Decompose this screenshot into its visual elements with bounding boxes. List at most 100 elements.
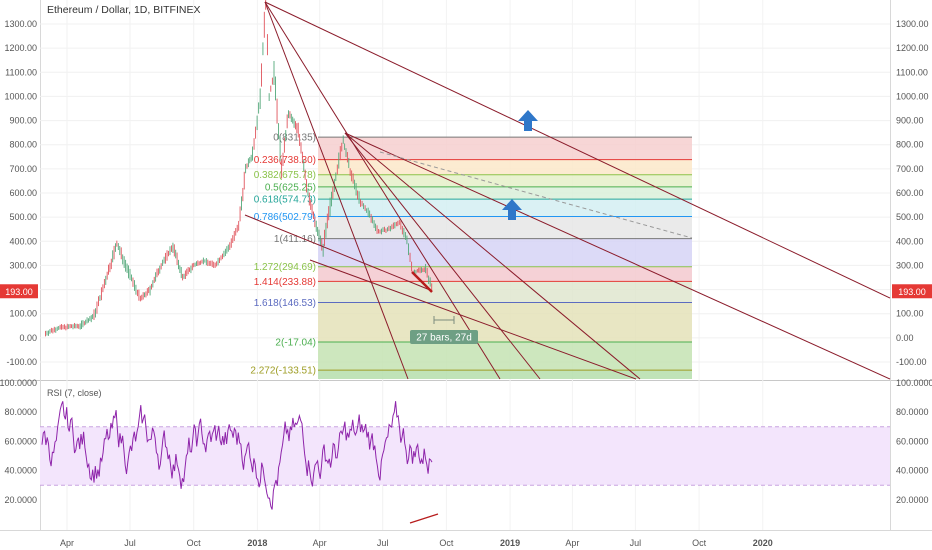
fib-zone	[318, 216, 692, 239]
price-tick-label-right: 1100.00	[896, 67, 928, 77]
fib-level-label: 0.786(502.79)	[254, 212, 316, 223]
rsi-title: RSI (7, close)	[47, 388, 102, 398]
price-tick-label-right: 600.00	[896, 188, 924, 198]
fib-zone	[318, 281, 692, 303]
highlight-trendline	[411, 271, 433, 293]
price-tick-label-right: 1000.00	[896, 91, 929, 101]
fib-zone	[318, 370, 692, 379]
rsi-tick-label-left: 100.0000	[0, 378, 37, 388]
fib-zone	[318, 159, 692, 175]
fib-zone	[318, 302, 692, 342]
price-tick-label-right: 700.00	[896, 164, 924, 174]
up-arrow-shape	[518, 110, 538, 131]
price-tick-label-left: 100.00	[9, 309, 37, 319]
price-tick-label-left: 1000.00	[4, 91, 37, 101]
trendline	[264, 1, 891, 299]
rsi-tick-label-right: 40.0000	[896, 466, 929, 476]
up-arrow-icon	[518, 110, 538, 131]
current-price-label-right: 193.00	[898, 287, 926, 297]
trendline-drawings[interactable]	[244, 1, 891, 380]
fib-level-label: 0.618(574.73)	[254, 195, 316, 206]
rsi-tick-label-left: 80.0000	[4, 407, 37, 417]
price-tick-label-right: 1300.00	[896, 19, 929, 29]
price-tick-label-right: 1200.00	[896, 43, 929, 53]
time-tick-label: Jul	[124, 538, 136, 548]
fib-zone	[318, 174, 692, 187]
rsi-tick-label-left: 20.0000	[4, 495, 37, 505]
time-tick-label: 2020	[753, 538, 773, 548]
fib-zone	[318, 238, 692, 267]
rsi-tick-label-right: 20.0000	[896, 495, 929, 505]
time-tick-label: Oct	[692, 538, 707, 548]
fib-zone	[318, 341, 692, 371]
fib-level-label: 2.272(-133.51)	[250, 366, 316, 377]
rsi-tick-label-right: 100.0000	[896, 378, 932, 388]
fib-level-label: 0.5(625.25)	[265, 182, 316, 193]
rsi-tick-label-left: 60.0000	[4, 436, 37, 446]
price-tick-label-left: -100.00	[6, 357, 37, 367]
measure-label-bg	[410, 330, 478, 344]
price-tick-label-right: -100.00	[896, 357, 927, 367]
fib-level-label: 1(411.16)	[274, 234, 316, 245]
fib-zone	[318, 266, 692, 282]
rsi-band	[40, 426, 890, 486]
time-tick-label: Apr	[313, 538, 327, 548]
time-tick-label: Apr	[565, 538, 579, 548]
time-tick-label: 2018	[247, 538, 267, 548]
price-tick-label-left: 800.00	[9, 140, 37, 150]
trendline	[264, 1, 501, 380]
trendline	[309, 259, 637, 380]
time-tick-label: Jul	[377, 538, 389, 548]
rsi-divergence-line	[409, 513, 439, 524]
rsi-indicator	[40, 401, 890, 524]
rsi-line	[41, 401, 433, 510]
price-series	[45, 0, 433, 337]
current-price-label-left: 193.00	[5, 287, 33, 297]
price-tick-label-left: 0.00	[19, 333, 37, 343]
chart-title: Ethereum / Dollar, 1D, BITFINEX	[47, 4, 200, 16]
current-price-badge-left	[0, 284, 38, 299]
rsi-tick-label-right: 80.0000	[896, 407, 929, 417]
price-tick-label-right: 900.00	[896, 116, 924, 126]
price-tick-label-left: 600.00	[9, 188, 37, 198]
price-tick-label-right: 400.00	[896, 236, 924, 246]
price-tick-label-left: 700.00	[9, 164, 37, 174]
price-tick-label-right: 800.00	[896, 140, 924, 150]
time-tick-label: 2019	[500, 538, 520, 548]
time-tick-label: Oct	[439, 538, 454, 548]
trendline	[379, 151, 693, 239]
trendline	[244, 214, 431, 291]
current-price-badge-right	[892, 284, 932, 299]
measure-label: 27 bars, 27d	[416, 333, 472, 344]
fib-level-label: 1.414(233.88)	[254, 277, 316, 288]
price-tick-label-left: 1200.00	[4, 43, 37, 53]
fib-level-label: 0.382(675.78)	[254, 170, 316, 181]
price-tick-label-right: 300.00	[896, 260, 924, 270]
price-tick-label-left: 900.00	[9, 116, 37, 126]
price-tick-label-right: 0.00	[896, 333, 914, 343]
trendline	[344, 132, 541, 380]
fib-level-label: 2(-17.04)	[275, 337, 316, 348]
trendline	[344, 132, 891, 380]
price-tick-label-left: 300.00	[9, 260, 37, 270]
trendline	[264, 1, 409, 380]
fib-level-label: 1.272(294.69)	[254, 262, 316, 273]
price-tick-label-left: 500.00	[9, 212, 37, 222]
price-tick-label-left: 1100.00	[5, 67, 37, 77]
up-arrow-icon	[502, 199, 522, 220]
time-tick-label: Apr	[60, 538, 74, 548]
price-tick-label-right: 100.00	[896, 309, 924, 319]
measure-tool[interactable]: 27 bars, 27d	[410, 330, 478, 344]
time-tick-label: Oct	[187, 538, 202, 548]
axes: 1300.00 1300.00 1200.00 1200.00 1100.00 1100.…	[0, 19, 932, 548]
fib-zone	[318, 186, 692, 200]
fib-level-label: 0.236(738.30)	[254, 155, 316, 166]
price-tick-label-left: 400.00	[9, 236, 37, 246]
fib-zone	[318, 137, 692, 160]
rsi-tick-label-left: 40.0000	[4, 466, 37, 476]
rsi-tick-label-right: 60.0000	[896, 436, 929, 446]
fib-level-label: 1.618(146.53)	[254, 298, 316, 309]
time-tick-label: Jul	[630, 538, 642, 548]
price-tick-label-left: 1300.00	[4, 19, 37, 29]
